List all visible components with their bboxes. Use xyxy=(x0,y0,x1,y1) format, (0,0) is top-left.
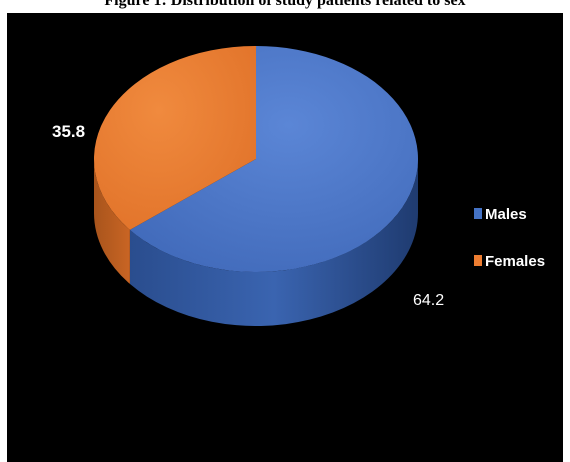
legend-label-females: Females xyxy=(485,253,545,270)
legend-swatch-females xyxy=(474,255,482,266)
figure-title: Figure 1: Distribution of study patients… xyxy=(104,0,466,9)
data-label-females: 35.8 xyxy=(52,122,85,141)
legend: Males Females xyxy=(474,206,545,270)
legend-swatch-males xyxy=(474,208,482,219)
data-label-males: 64.2 xyxy=(413,292,444,309)
pie-slice-males xyxy=(129,46,419,273)
pie-chart: 35.8 64.2 Males Females xyxy=(52,46,545,327)
pie-side-males xyxy=(129,159,418,327)
chart-area: 35.8 64.2 Males Females xyxy=(7,13,563,462)
pie-side-females xyxy=(94,159,130,284)
legend-label-males: Males xyxy=(485,206,527,223)
pie-slice-females xyxy=(94,46,256,230)
